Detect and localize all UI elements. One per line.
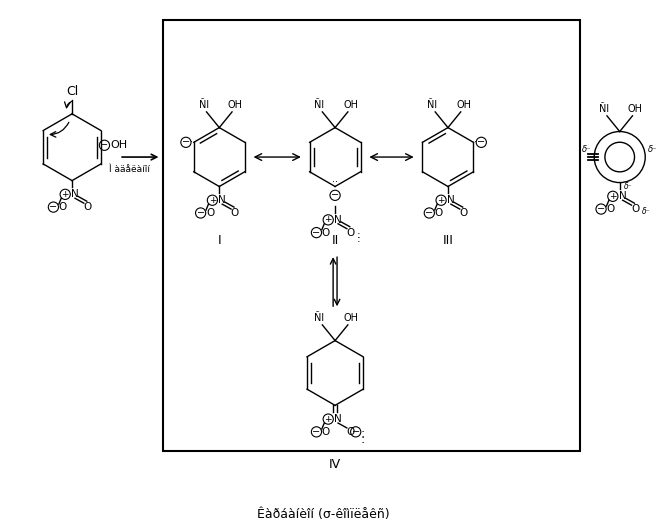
Text: OH: OH [344, 100, 358, 110]
Text: δ⁻: δ⁻ [581, 144, 591, 153]
Text: OH: OH [456, 100, 471, 110]
Bar [164, 20, 580, 451]
Text: O: O [83, 202, 92, 212]
Text: O: O [322, 427, 330, 437]
Text: −: − [196, 208, 205, 218]
Text: I: I [217, 234, 221, 247]
Text: Cl: Cl [66, 85, 78, 98]
Text: O: O [435, 208, 443, 218]
Text: −: − [351, 427, 360, 437]
Text: −: − [49, 202, 57, 212]
Text: Ñl: Ñl [198, 100, 209, 110]
Text: N: N [218, 195, 226, 205]
Text: +: + [209, 196, 216, 205]
Text: +: + [325, 415, 332, 424]
Text: δ⁻: δ⁻ [643, 207, 651, 216]
Text: Ñl: Ñl [599, 104, 609, 114]
Text: Ì àäåëàíîí: Ì àäåëàíîí [109, 165, 150, 174]
Text: OH: OH [628, 104, 643, 114]
Text: O: O [606, 204, 615, 214]
Text: O: O [59, 202, 67, 212]
Text: N: N [71, 190, 79, 199]
Text: :: : [361, 433, 365, 446]
Text: O: O [206, 208, 214, 218]
Text: δ⁻: δ⁻ [648, 144, 657, 153]
Text: O: O [322, 228, 330, 237]
Text: O: O [347, 228, 355, 237]
Text: O: O [631, 204, 639, 214]
Text: OH: OH [344, 313, 358, 323]
Text: N: N [334, 215, 342, 225]
Text: +: + [62, 190, 69, 199]
Text: Êàðáàíèîí (σ-êîìïëåêñ): Êàðáàíèîí (σ-êîìïëåêñ) [258, 508, 390, 521]
Text: Ñl: Ñl [427, 100, 438, 110]
Text: −: − [477, 138, 486, 147]
Text: +: + [325, 216, 332, 225]
Text: N: N [334, 414, 342, 424]
Text: O: O [347, 427, 355, 437]
Text: O: O [459, 208, 468, 218]
Text: ·​·: ·​· [472, 138, 478, 147]
Text: :: : [357, 235, 361, 244]
Text: −: − [331, 190, 339, 200]
Text: :: : [361, 427, 365, 440]
Text: N: N [447, 195, 455, 205]
Text: III: III [443, 234, 453, 247]
Text: δ⁻: δ⁻ [623, 182, 632, 191]
Text: +: + [438, 196, 445, 205]
Text: O: O [231, 208, 239, 218]
Text: OH: OH [110, 140, 127, 150]
Text: II: II [332, 234, 339, 247]
Text: −: − [101, 140, 108, 150]
Text: −: − [312, 427, 321, 437]
Text: −: − [597, 204, 605, 214]
Text: −: − [425, 208, 434, 218]
Text: ·​·: ·​· [190, 138, 196, 147]
Text: N: N [619, 191, 627, 201]
Text: ·​·: ·​· [332, 177, 338, 186]
Text: −: − [312, 228, 321, 237]
Text: +: + [609, 192, 616, 201]
Text: IV: IV [329, 458, 341, 471]
Text: Ñl: Ñl [314, 313, 325, 323]
Text: OH: OH [227, 100, 242, 110]
Text: :: : [357, 229, 361, 239]
Text: Ñl: Ñl [314, 100, 325, 110]
Text: −: − [182, 138, 190, 147]
